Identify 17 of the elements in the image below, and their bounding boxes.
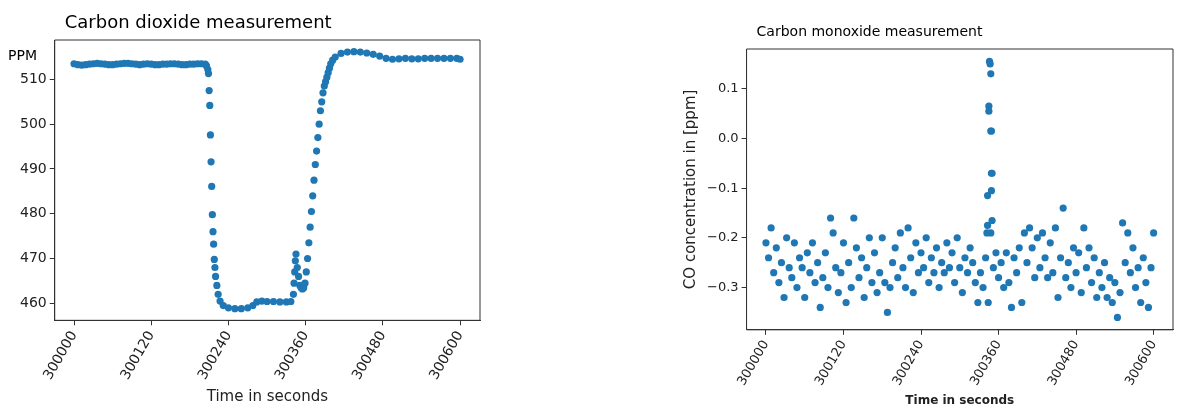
y-tick-label: 490 — [19, 159, 47, 176]
y-tick-label: 0.0 — [717, 129, 739, 145]
y-axis-title: PPM — [8, 47, 37, 63]
y-tick-label: 470 — [19, 249, 47, 266]
chart-title: Carbon monoxide measurement — [756, 23, 983, 39]
y-tick-label: −0.2 — [706, 229, 739, 245]
y-tick-label: 460 — [19, 293, 47, 310]
chart-title: Carbon dioxide measurement — [64, 11, 332, 32]
y-tick-label: −0.1 — [706, 179, 739, 195]
y-tick-label: −0.3 — [706, 278, 739, 294]
x-axis-title: Time in seconds — [905, 392, 1015, 407]
x-axis-title: Time in seconds — [205, 386, 329, 405]
y-axis-title: CO concentration in [ppm] — [680, 89, 699, 290]
y-tick-label: 0.1 — [717, 80, 739, 96]
y-tick-label: 510 — [19, 70, 47, 87]
y-tick-label: 480 — [19, 204, 47, 221]
y-tick-label: 500 — [19, 114, 47, 131]
